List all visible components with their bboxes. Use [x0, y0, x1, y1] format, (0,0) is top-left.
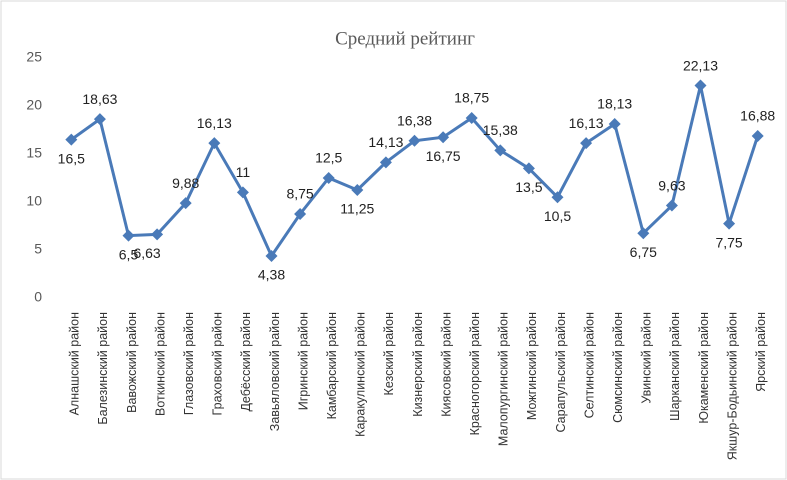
- marker: [151, 228, 164, 241]
- data-label: 16,88: [740, 108, 775, 124]
- marker: [93, 113, 106, 126]
- marker: [494, 144, 507, 157]
- data-label: 16,13: [569, 115, 604, 131]
- x-tick-label: Сюмсинский район: [611, 312, 625, 423]
- x-tick-label: Красногорский район: [468, 312, 482, 435]
- marker: [122, 229, 135, 242]
- x-tick-label: Завьяловский район: [268, 312, 282, 431]
- data-label: 18,75: [454, 90, 489, 106]
- x-tick-label: Игринский район: [296, 312, 310, 410]
- x-tick-label: Увинский район: [640, 312, 654, 404]
- marker: [694, 79, 707, 92]
- data-label: 9,63: [658, 177, 685, 193]
- marker: [379, 156, 392, 169]
- x-tick-label: Кизнерский район: [411, 312, 425, 417]
- marker: [608, 117, 621, 130]
- marker: [65, 133, 78, 146]
- y-tick-label: 10: [26, 193, 42, 209]
- x-tick-label: Якшур-Бодьинский район: [725, 312, 739, 460]
- x-tick-label: Кезский район: [382, 312, 396, 396]
- data-label: 8,75: [286, 186, 313, 202]
- data-label: 16,13: [197, 115, 232, 131]
- y-tick-label: 0: [34, 289, 42, 305]
- x-tick-label: Можгинский район: [525, 312, 539, 420]
- marker: [437, 131, 450, 144]
- data-label: 6,75: [630, 244, 657, 260]
- chart-title: Средний рейтинг: [335, 28, 475, 49]
- x-tick-label: Юкаменский район: [697, 312, 711, 424]
- marker: [723, 217, 736, 230]
- data-label: 10,5: [544, 208, 571, 224]
- marker: [179, 197, 192, 210]
- data-label: 22,13: [683, 57, 718, 73]
- x-tick-label: Вавожский район: [125, 312, 139, 413]
- marker: [665, 199, 678, 212]
- y-tick-label: 5: [34, 241, 42, 257]
- x-tick-label: Воткинский район: [153, 312, 167, 416]
- data-label: 9,88: [172, 175, 199, 191]
- x-tick-label: Каракулинский район: [354, 312, 368, 437]
- data-label: 15,38: [483, 122, 518, 138]
- data-label: 16,38: [397, 112, 432, 128]
- marker: [751, 129, 764, 142]
- x-tick-label: Киясовский район: [439, 312, 453, 417]
- x-tick-label: Алнашский район: [68, 312, 82, 416]
- data-label: 16,75: [426, 148, 461, 164]
- x-tick-label: Граховский район: [211, 312, 225, 416]
- x-tick-label: Ярский район: [754, 312, 768, 392]
- data-label: 11: [236, 164, 251, 180]
- data-label: 18,13: [597, 96, 632, 112]
- marker: [580, 137, 593, 150]
- x-tick-label: Малопургинский район: [497, 312, 511, 446]
- marker: [465, 112, 478, 124]
- x-tick-label: Камбарский район: [325, 312, 339, 419]
- data-label: 7,75: [715, 234, 742, 250]
- y-tick-label: 15: [26, 145, 42, 161]
- x-tick-label: Селтинский район: [582, 312, 596, 418]
- marker: [208, 137, 221, 150]
- x-tick-label: Балезинский район: [96, 312, 110, 425]
- marker: [522, 162, 535, 175]
- x-tick-label: Сарапульский район: [554, 312, 568, 433]
- data-label: 11,25: [340, 201, 374, 217]
- marker: [322, 172, 335, 184]
- x-tick-label: Шарканский район: [668, 312, 682, 421]
- marker: [294, 208, 307, 220]
- marker: [236, 186, 249, 199]
- data-label: 13,5: [515, 179, 542, 195]
- marker: [408, 134, 421, 147]
- data-label: 6,5: [119, 246, 139, 262]
- y-tick-label: 20: [26, 97, 42, 113]
- data-label: 4,38: [258, 267, 285, 283]
- data-label: 16,5: [58, 150, 85, 166]
- data-label: 12,5: [315, 150, 342, 166]
- marker: [637, 227, 650, 240]
- marker: [551, 191, 564, 204]
- x-tick-label: Глазовский район: [182, 312, 196, 415]
- data-label: 18,63: [82, 91, 117, 107]
- marker: [351, 184, 364, 196]
- x-tick-label: Дебёсский район: [239, 312, 253, 412]
- data-label: 14,13: [368, 134, 403, 150]
- data-label: 6,63: [133, 245, 160, 261]
- y-tick-label: 25: [26, 49, 42, 65]
- marker: [265, 249, 278, 262]
